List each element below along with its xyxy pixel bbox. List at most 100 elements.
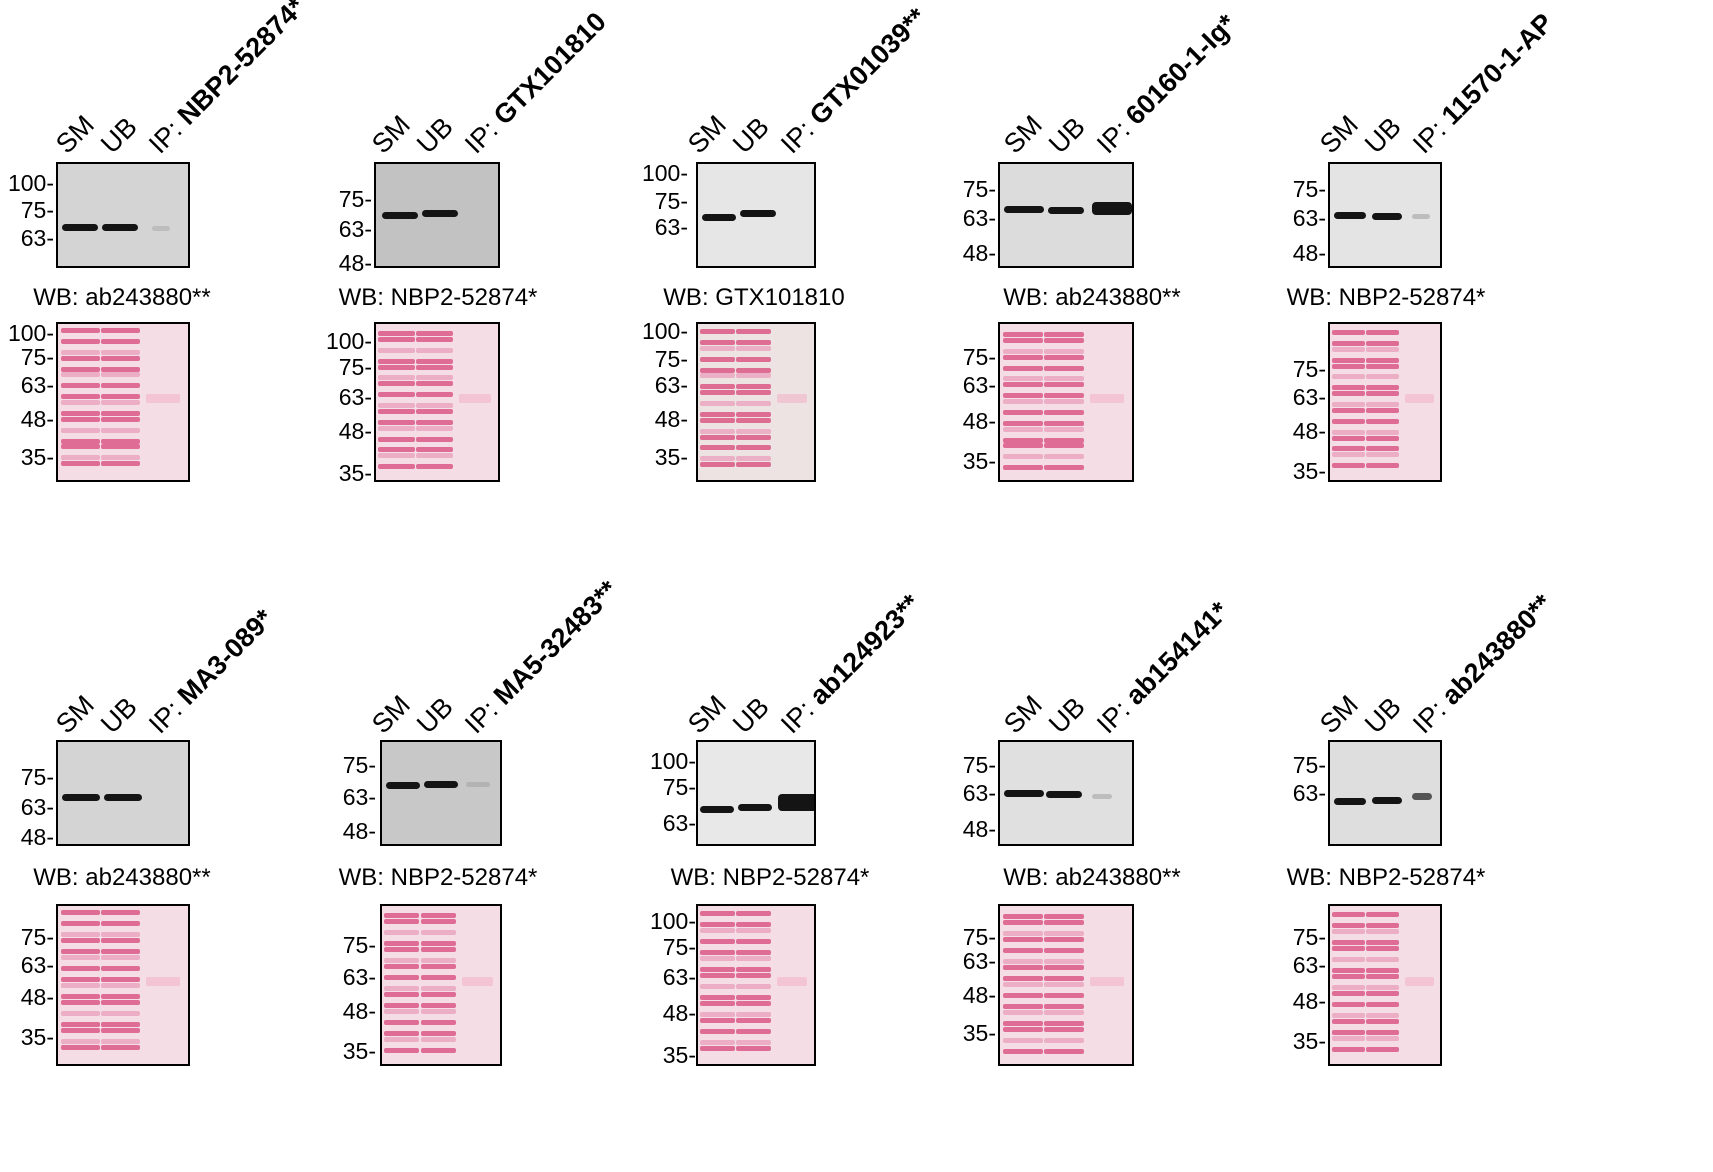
ponceau-band — [146, 394, 180, 403]
ponceau-band — [101, 428, 140, 433]
ponceau-band — [421, 992, 456, 997]
ponceau-band — [736, 390, 771, 395]
protein-band — [778, 794, 814, 811]
ponceau-band — [1366, 430, 1399, 435]
ponceau-band — [101, 977, 140, 982]
mw-marker: 63- — [654, 372, 688, 398]
wb-prefix: WB: — [33, 284, 79, 311]
wb-prefix: WB: — [1286, 864, 1332, 891]
ponceau-band — [736, 1029, 771, 1034]
mw-marker: 63- — [20, 225, 54, 251]
ponceau-band — [736, 939, 771, 944]
protein-band — [424, 781, 458, 788]
ponceau-band — [1003, 1049, 1043, 1054]
protein-band — [1004, 790, 1044, 797]
ponceau-band — [61, 994, 100, 999]
lane-label-sm: SM — [998, 689, 1048, 740]
lane-label-sm: SM — [682, 109, 732, 160]
ip-antibody: ab154141* — [1119, 595, 1235, 711]
ip-antibody: 11570-1-AP — [1435, 7, 1559, 131]
ponceau-band — [1044, 410, 1084, 415]
ponceau-band — [700, 956, 735, 961]
ponceau-band — [736, 445, 771, 450]
ponceau-band — [101, 932, 140, 937]
ponceau-band — [1003, 965, 1043, 970]
ip-prefix: IP: — [1407, 114, 1452, 160]
ponceau-band — [736, 911, 771, 916]
protein-band — [1092, 794, 1112, 799]
ip-antibody: MA5-32483** — [487, 574, 624, 711]
ponceau-band — [736, 368, 771, 373]
ponceau-band — [61, 949, 100, 954]
ponceau-band — [736, 1001, 771, 1006]
ponceau-band — [1003, 410, 1043, 415]
mw-marker: 75- — [1292, 924, 1326, 950]
wb-prefix: WB: — [33, 864, 79, 891]
ponceau-band — [1044, 1049, 1084, 1054]
lane-label-ub: UB — [411, 111, 459, 160]
ponceau-band — [378, 348, 415, 353]
ponceau-band — [1366, 1047, 1399, 1052]
lane-labels: SM UB IP: ab243880** — [1314, 580, 1586, 740]
ponceau-band — [1332, 452, 1365, 457]
ponceau-stain-image — [998, 904, 1134, 1066]
mw-marker: 48- — [342, 998, 376, 1024]
ponceau-band — [736, 329, 771, 334]
ponceau-band — [61, 966, 100, 971]
ponceau-band — [1044, 931, 1084, 936]
ip-prefix: IP: — [143, 114, 188, 160]
ponceau-band — [378, 464, 415, 469]
lane-label-ub: UB — [95, 691, 143, 740]
ponceau-band — [416, 420, 453, 425]
ponceau-band — [101, 461, 140, 466]
mw-marker: 75- — [662, 934, 696, 960]
ponceau-band — [1003, 349, 1043, 354]
mw-marker: 75- — [962, 924, 996, 950]
ip-prefix: IP: — [1091, 694, 1136, 740]
blot-panel: SM UB IP: ab243880** 75- 63- WB: NBP2-52… — [1264, 580, 1564, 1100]
ponceau-band — [101, 1039, 140, 1044]
ponceau-band — [1332, 385, 1365, 390]
lane-label-sm: SM — [1314, 689, 1364, 740]
ponceau-band — [1003, 438, 1043, 443]
ponceau-band — [384, 958, 419, 963]
wb-caption: WB: ab243880** — [942, 284, 1242, 312]
wb-antibody: ab243880** — [1055, 864, 1181, 891]
ponceau-band — [700, 368, 735, 373]
ponceau-band — [736, 418, 771, 423]
ponceau-band — [101, 966, 140, 971]
mw-marker: 35- — [20, 1024, 54, 1050]
ponceau-band — [378, 375, 415, 380]
ponceau-band — [416, 437, 453, 442]
ponceau-band — [736, 995, 771, 1000]
mw-marker: 75- — [20, 764, 54, 790]
lane-label-ip: IP: ab243880** — [1407, 589, 1558, 740]
ponceau-band — [1044, 982, 1084, 987]
ponceau-band — [1044, 454, 1084, 459]
lane-label-ub: UB — [411, 691, 459, 740]
ponceau-band — [384, 975, 419, 980]
ponceau-band — [1003, 948, 1043, 953]
mw-marker: 35- — [962, 1020, 996, 1046]
wb-prefix: WB: — [1003, 864, 1049, 891]
ponceau-band — [700, 384, 735, 389]
ponceau-band — [101, 411, 140, 416]
ponceau-band — [384, 941, 419, 946]
ponceau-band — [736, 1046, 771, 1051]
ip-prefix: IP: — [775, 114, 820, 160]
ponceau-band — [384, 1020, 419, 1025]
mw-marker: 100- — [649, 748, 696, 774]
ponceau-band — [1332, 430, 1365, 435]
wb-prefix: WB: — [663, 284, 709, 311]
ip-prefix: IP: — [459, 114, 504, 160]
ponceau-band — [777, 394, 807, 403]
wb-antibody: NBP2-52874* — [390, 284, 538, 311]
ponceau-band — [736, 373, 771, 378]
ponceau-band — [61, 455, 100, 460]
ponceau-stain-image — [56, 322, 190, 482]
ponceau-band — [61, 955, 100, 960]
ponceau-band — [61, 1000, 100, 1005]
ponceau-band — [700, 346, 735, 351]
mw-marker: 48- — [962, 982, 996, 1008]
ponceau-band — [736, 384, 771, 389]
